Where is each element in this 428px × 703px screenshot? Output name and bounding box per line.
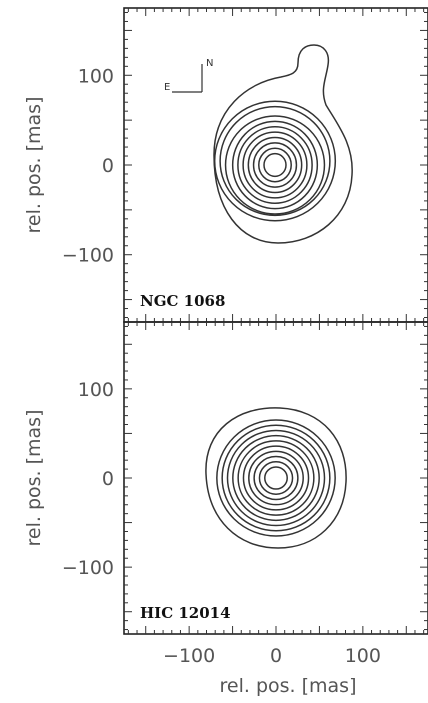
contour [253,455,299,501]
contour [226,429,326,527]
compass: EN [164,58,213,93]
panel-label: NGC 1068 [140,292,225,310]
contour [264,466,288,490]
contour [258,147,292,183]
panel-frame [123,7,428,323]
y-axis-label: rel. pos. [mas] [23,97,45,234]
panel-hic12014: −100 0 100 rel. pos. [mas] HIC 12014 [23,321,428,635]
contour [248,450,304,506]
contour [252,142,298,188]
x-tick-label: 100 [345,645,381,667]
contour [213,100,337,222]
contour [232,434,320,522]
contour [242,131,308,199]
contour [263,152,287,178]
contour [213,44,353,244]
x-axis: −100 0 100 rel. pos. [mas] [163,645,381,697]
contour [237,440,315,516]
contour [224,115,326,215]
contour [219,105,331,217]
y-tick-label: −100 [62,245,114,267]
contour [242,445,310,511]
contour [221,424,331,532]
y-tick-label: 0 [102,468,114,490]
compass-north-label: N [206,58,213,69]
x-tick-label: 0 [270,645,282,667]
contour [216,419,336,537]
contour [258,461,294,495]
y-axis-label: rel. pos. [mas] [23,410,45,547]
y-tick-label: −100 [62,557,114,579]
x-tick-label: −100 [163,645,215,667]
panel-frame [123,321,428,635]
contour [231,120,319,210]
contour [247,136,303,194]
contour [205,407,347,549]
contour [237,126,313,204]
contour-group [213,44,353,244]
x-axis-label: rel. pos. [mas] [220,675,357,697]
y-tick-label: 100 [78,65,114,87]
contour-group [205,407,347,549]
y-tick-label: 100 [78,379,114,401]
panel-label: HIC 12014 [140,604,231,622]
y-tick-label: 0 [102,155,114,177]
compass-east-label: E [164,82,170,93]
